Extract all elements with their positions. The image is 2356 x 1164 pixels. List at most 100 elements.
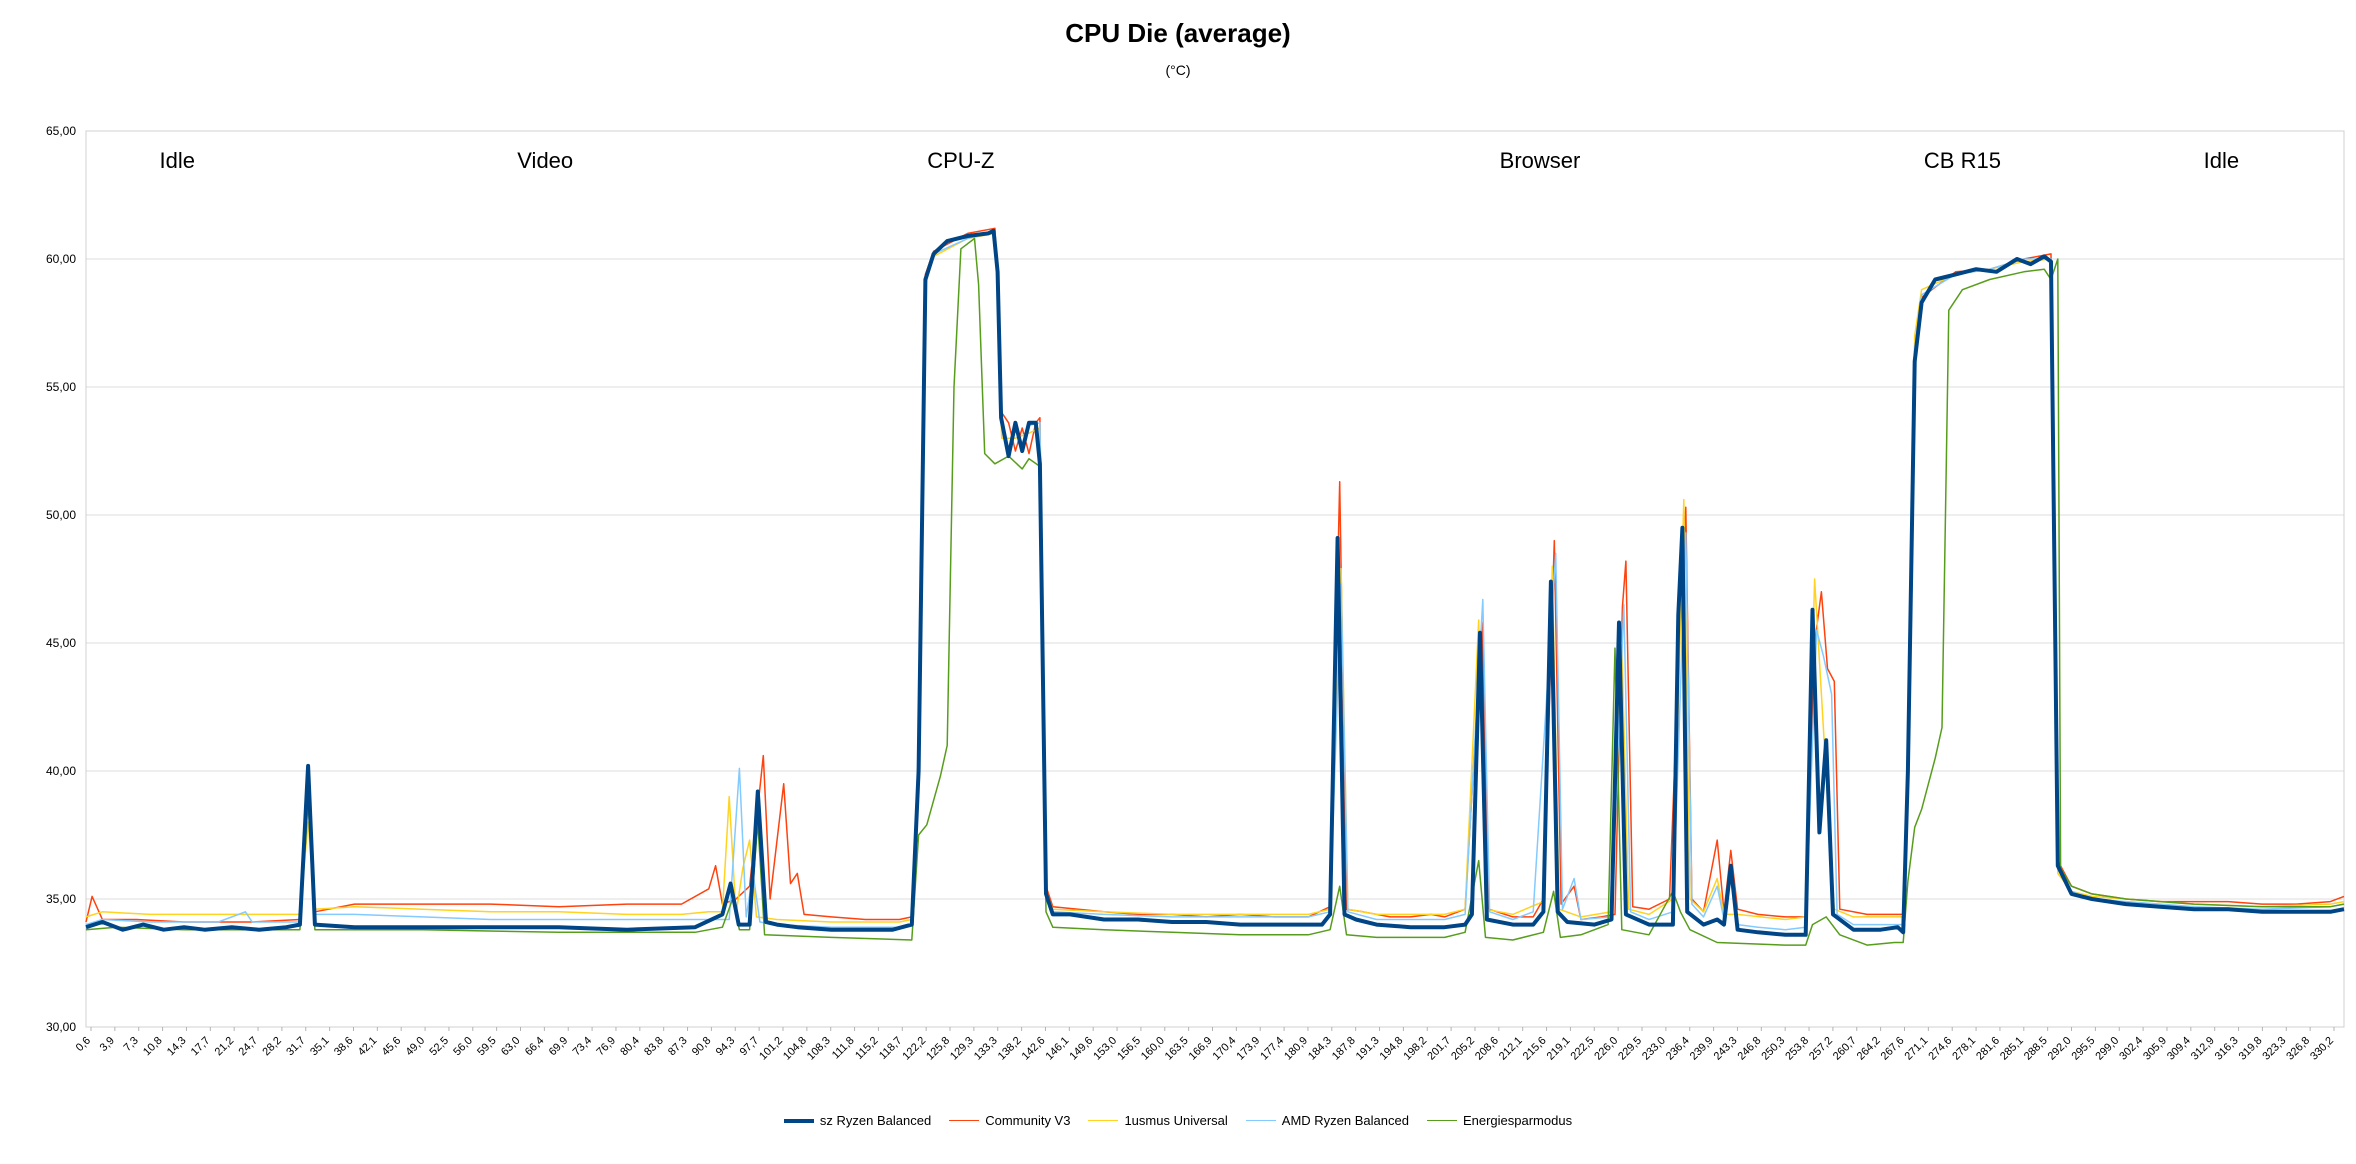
x-tick-label: 118,7 <box>877 1035 904 1062</box>
legend: sz Ryzen Balanced Community V3 1usmus Univ… <box>0 1113 2356 1128</box>
x-tick-label: 7,3 <box>122 1035 141 1054</box>
x-tick-label: 21,2 <box>213 1035 237 1059</box>
legend-label: sz Ryzen Balanced <box>819 1113 932 1128</box>
x-tick-label: 219,1 <box>1545 1035 1573 1063</box>
x-tick-label: 156,5 <box>1115 1035 1143 1063</box>
x-tick-label: 31,7 <box>284 1035 308 1059</box>
x-tick-label: 295,5 <box>2070 1035 2098 1063</box>
x-tick-label: 38,6 <box>332 1035 356 1059</box>
x-tick-label: 69,9 <box>547 1035 571 1059</box>
x-tick-label: 205,2 <box>1449 1035 1477 1063</box>
x-tick-label: 101,2 <box>757 1035 785 1063</box>
x-tick-label: 253,8 <box>1783 1035 1811 1063</box>
x-tick-label: 160,0 <box>1139 1035 1167 1063</box>
plot-frame <box>85 130 2345 1028</box>
x-tick-label: 191,3 <box>1354 1035 1382 1063</box>
x-tick-label: 104,8 <box>781 1035 809 1063</box>
x-tick-label: 129,3 <box>948 1035 976 1063</box>
x-tick-label: 326,8 <box>2284 1035 2312 1063</box>
x-tick-label: 264,2 <box>1855 1035 1883 1063</box>
y-tick-label: 30,00 <box>46 1020 76 1034</box>
x-tick-label: 153,0 <box>1091 1035 1119 1063</box>
y-tick-label: 50,00 <box>46 508 76 522</box>
x-tick-label: 10,8 <box>141 1035 165 1059</box>
series-line-3 <box>85 232 2345 923</box>
x-tick-label: 63,0 <box>499 1035 523 1059</box>
x-tick-label: 305,9 <box>2141 1035 2169 1063</box>
x-tick-label: 166,9 <box>1187 1035 1215 1063</box>
x-tick-label: 3,9 <box>98 1035 117 1054</box>
x-tick-label: 285,1 <box>1998 1035 2026 1063</box>
legend-label: Energiesparmodus <box>1462 1113 1573 1128</box>
x-tick-label: 302,4 <box>2117 1035 2145 1063</box>
x-tick-label: 246,8 <box>1735 1035 1763 1063</box>
legend-item: Community V3 <box>949 1113 1070 1128</box>
x-tick-label: 24,7 <box>237 1035 261 1059</box>
x-tick-label: 243,3 <box>1712 1035 1740 1063</box>
x-tick-label: 108,3 <box>805 1035 833 1063</box>
series-line-1 <box>85 228 2345 937</box>
x-tick-label: 250,3 <box>1759 1035 1787 1063</box>
x-tick-label: 309,4 <box>2165 1035 2193 1063</box>
legend-item: AMD Ryzen Balanced <box>1245 1113 1409 1128</box>
phase-label: Idle <box>2204 148 2239 173</box>
legend-label: AMD Ryzen Balanced <box>1281 1113 1409 1128</box>
x-tick-label: 260,7 <box>1831 1035 1859 1063</box>
phase-label: Browser <box>1500 148 1581 173</box>
y-tick-label: 35,00 <box>46 892 76 906</box>
series-line-5 <box>85 237 2345 946</box>
x-tick-label: 208,6 <box>1473 1035 1501 1063</box>
x-tick-label: 80,4 <box>618 1035 642 1059</box>
legend-swatch <box>1426 1120 1457 1121</box>
x-tick-label: 212,1 <box>1497 1035 1525 1063</box>
x-tick-label: 125,8 <box>924 1035 952 1063</box>
x-tick-label: 17,7 <box>189 1035 213 1059</box>
x-tick-label: 201,7 <box>1425 1035 1453 1063</box>
x-tick-label: 319,8 <box>2237 1035 2265 1063</box>
y-tick-label: 60,00 <box>46 252 76 266</box>
y-tick-label: 55,00 <box>46 380 76 394</box>
x-tick-label: 274,6 <box>1926 1035 1954 1063</box>
x-tick-label: 149,6 <box>1067 1035 1095 1063</box>
x-tick-label: 177,4 <box>1258 1035 1286 1063</box>
x-tick-label: 87,3 <box>666 1035 690 1059</box>
x-tick-label: 66,4 <box>523 1035 547 1059</box>
phase-label: Video <box>517 148 573 173</box>
legend-label: 1usmus Universal <box>1124 1113 1228 1128</box>
x-tick-label: 56,0 <box>451 1035 475 1059</box>
phase-label: CB R15 <box>1924 148 2001 173</box>
legend-swatch <box>783 1118 814 1123</box>
x-tick-label: 278,1 <box>1950 1035 1978 1063</box>
x-tick-label: 163,5 <box>1163 1035 1191 1063</box>
x-tick-label: 187,8 <box>1330 1035 1358 1063</box>
y-tick-label: 40,00 <box>46 764 76 778</box>
x-tick-label: 122,2 <box>900 1035 928 1063</box>
legend-item: Energiesparmodus <box>1426 1113 1573 1128</box>
x-tick-label: 45,6 <box>380 1035 404 1059</box>
x-tick-label: 194,8 <box>1378 1035 1406 1063</box>
x-tick-label: 299,0 <box>2093 1035 2121 1063</box>
y-tick-label: 45,00 <box>46 636 76 650</box>
legend-swatch <box>949 1120 980 1121</box>
x-tick-label: 312,9 <box>2189 1035 2217 1063</box>
x-tick-label: 271,1 <box>1903 1035 1931 1063</box>
series-lines <box>85 227 2345 946</box>
x-tick-label: 138,2 <box>996 1035 1024 1063</box>
x-tick-label: 73,4 <box>571 1035 595 1059</box>
phase-label: Idle <box>160 148 195 173</box>
x-tick-label: 288,5 <box>2022 1035 2050 1063</box>
x-tick-label: 323,3 <box>2260 1035 2288 1063</box>
x-tick-label: 42,1 <box>356 1035 380 1059</box>
x-tick-label: 94,3 <box>714 1035 738 1059</box>
x-tick-label: 198,2 <box>1401 1035 1429 1063</box>
x-tick-label: 215,6 <box>1521 1035 1549 1063</box>
x-tick-label: 330,2 <box>2308 1035 2336 1063</box>
y-tick-label: 65,00 <box>46 124 76 138</box>
x-tick-label: 170,4 <box>1211 1035 1239 1063</box>
phase-annotations: Idle Video CPU-Z Browser CB R15 Idle <box>160 148 2240 173</box>
legend-swatch <box>1245 1120 1276 1121</box>
series-line-4 <box>85 230 2345 931</box>
legend-item: 1usmus Universal <box>1088 1113 1228 1128</box>
x-tick-label: 292,0 <box>2046 1035 2074 1063</box>
x-tick-label: 180,9 <box>1282 1035 1310 1063</box>
